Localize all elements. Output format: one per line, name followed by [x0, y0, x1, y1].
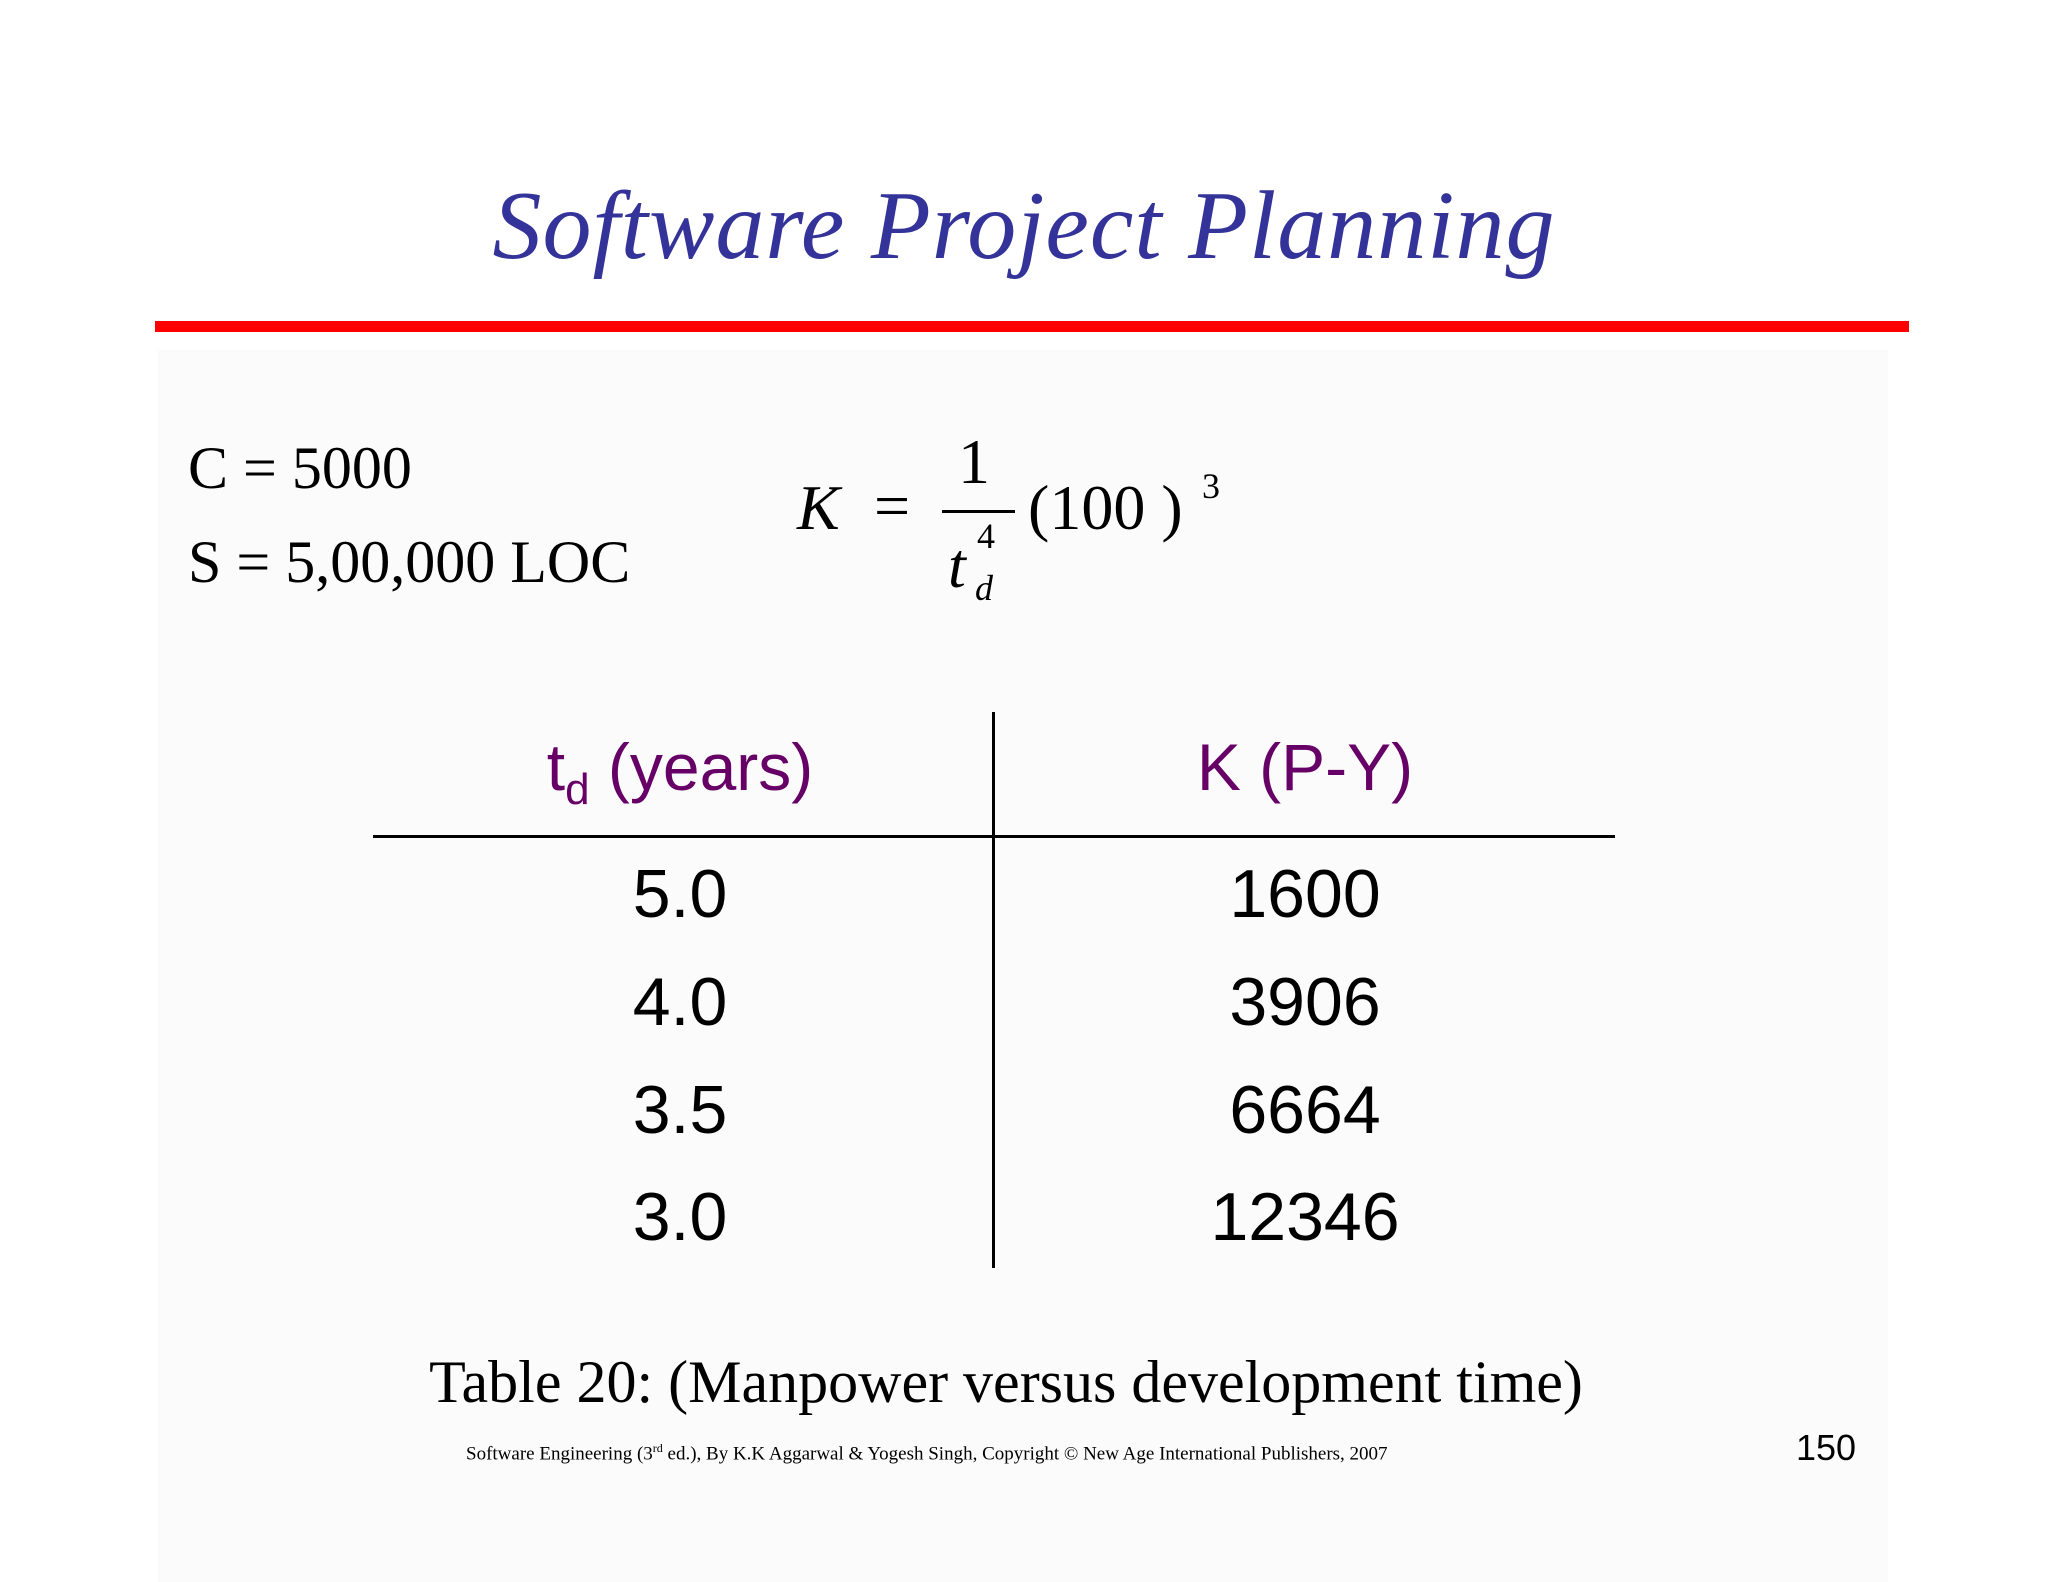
slide-body-background — [158, 350, 1888, 1582]
formula-factor-exponent: 3 — [1202, 466, 1220, 506]
footer-sup: rd — [652, 1441, 663, 1455]
formula-fraction-bar — [942, 510, 1015, 513]
table-cell-k: 3906 — [1229, 964, 1381, 1040]
table-header-divider — [373, 835, 1615, 838]
table-cell-k: 12346 — [1210, 1179, 1400, 1255]
formula-equals: = — [874, 470, 911, 541]
formula-lhs: K — [797, 472, 840, 543]
table-column-divider — [992, 712, 995, 1268]
table-header-k: K (P-Y) — [1196, 730, 1414, 804]
table-cell-td: 4.0 — [632, 964, 728, 1040]
given-s: S = 5,00,000 LOC — [188, 529, 631, 595]
formula-denominator-subscript: d — [975, 568, 993, 608]
footer-pre: Software Engineering (3 — [466, 1443, 653, 1465]
header-td-sub: d — [565, 765, 590, 814]
formula-denominator-exponent: 4 — [977, 516, 995, 556]
title-divider — [155, 321, 1909, 332]
header-td-main: t — [546, 730, 566, 804]
table-cell-k: 1600 — [1229, 856, 1381, 932]
table-header-td: td (years) — [380, 734, 980, 812]
table-cell-td: 3.0 — [632, 1179, 728, 1255]
footer-post: ed.), By K.K Aggarwal & Yogesh Singh, Co… — [662, 1443, 1388, 1465]
formula-numerator: 1 — [958, 426, 990, 497]
footer-citation: Software Engineering (3rd ed.), By K.K A… — [466, 1442, 1388, 1463]
header-td-rest: (years) — [589, 730, 814, 804]
table-cell-td: 3.5 — [632, 1072, 728, 1148]
page-number: 150 — [1796, 1427, 1857, 1468]
formula-denominator-var: t — [948, 530, 966, 601]
table-cell-k: 6664 — [1229, 1072, 1381, 1148]
table-caption: Table 20: (Manpower versus development t… — [429, 1349, 1583, 1415]
table-cell-td: 5.0 — [632, 856, 728, 932]
slide-title: Software Project Planning — [492, 172, 1556, 280]
given-c: C = 5000 — [188, 435, 412, 501]
formula-factor: (100 ) — [1028, 472, 1183, 543]
